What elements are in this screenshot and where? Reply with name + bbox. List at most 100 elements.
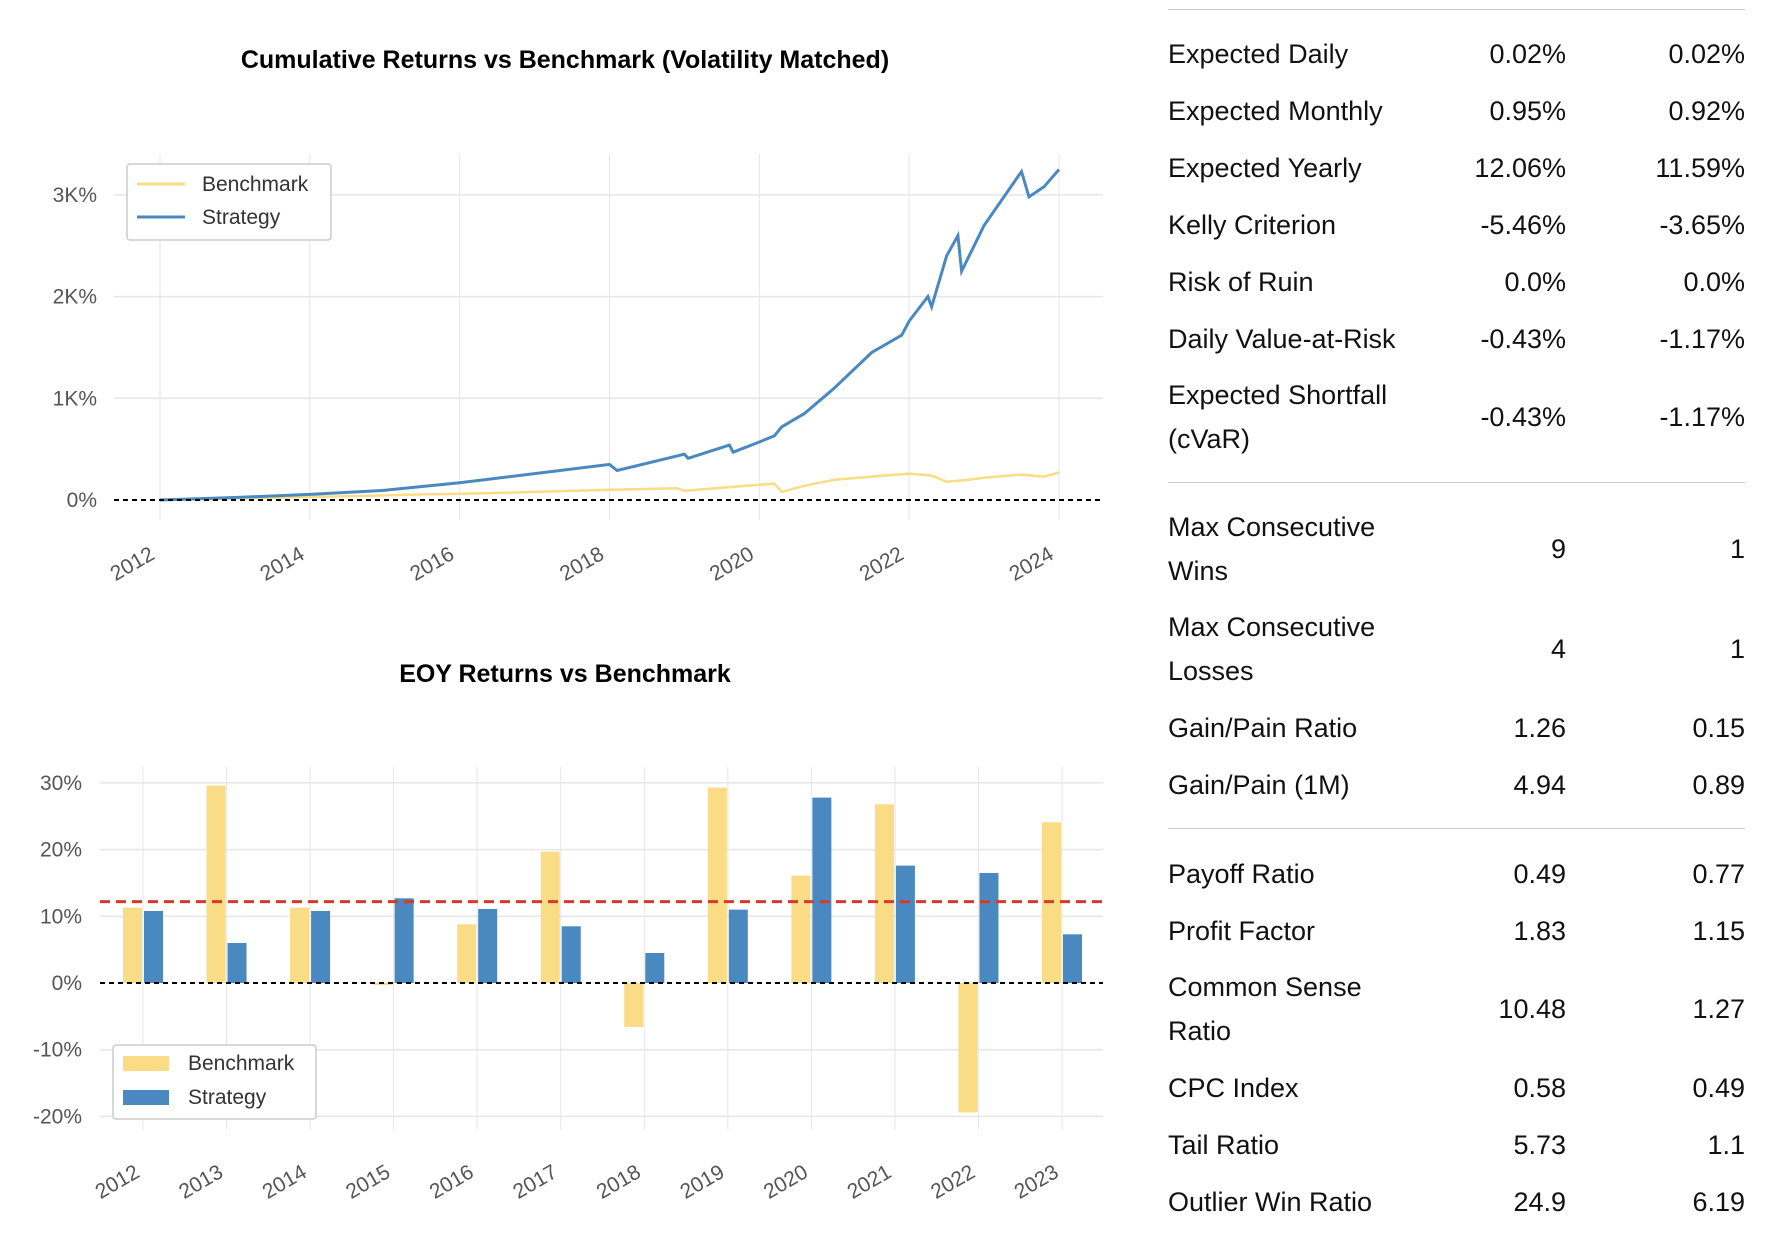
metric-label: Profit Factor [1168,915,1316,946]
bar-benchmark-2013 [206,785,226,983]
metric-row: Expected Yearly 12.06% 11.59% [1168,139,1745,196]
y-tick-label: 20% [40,839,82,862]
metric-value-benchmark: 0.92% [1668,95,1745,126]
metric-row: Tail Ratio 5.73 1.1 [1168,1116,1745,1173]
metric-row: Common Sense Ratio 10.48 1.27 [1168,959,1745,1059]
legend-label: Strategy [188,1086,267,1109]
metric-value-strategy: 12.06% [1474,152,1566,183]
metric-label: Kelly Criterion [1168,209,1337,240]
metric-value-benchmark: 1.27 [1692,994,1745,1024]
metric-value-benchmark: 0.02% [1668,38,1745,69]
metric-value-strategy: 1.26 [1513,712,1566,743]
metric-label: Expected Monthly [1168,95,1383,126]
metric-row: Daily Value-at-Risk -0.43% -1.17% [1168,310,1745,367]
x-tick-label: 2020 [760,1160,812,1203]
metric-value-benchmark: 0.89 [1692,769,1745,800]
bar-benchmark-2022 [958,983,978,1113]
metric-value-benchmark: 11.59% [1655,152,1745,183]
metrics-section: Max Consecutive Wins 9 1 Max Consecutive Lo… [1168,483,1745,828]
x-tick-label: 2021 [843,1160,895,1203]
metric-row: Expected Daily 0.02% 0.02% [1168,25,1745,82]
metric-row: Expected Monthly 0.95% 0.92% [1168,82,1745,139]
metric-label: Expected Yearly [1168,152,1362,183]
bar-strategy-2023 [1063,934,1082,983]
bar-strategy-2016 [478,908,498,983]
bar-benchmark-2015 [373,983,393,986]
series-line-strategy [159,168,1061,502]
bar-strategy-2014 [311,910,331,983]
y-tick-label: 0% [67,489,97,512]
metric-row: Kelly Criterion -5.46% -3.65% [1168,196,1745,253]
metrics-section: Expected Daily 0.02% 0.02% Expected Monthly… [1168,10,1745,482]
metric-value-benchmark: 0.77 [1692,858,1745,889]
legend-swatch-benchmark [123,1056,169,1071]
metric-value-strategy: 5.73 [1513,1129,1566,1160]
divider [1168,482,1745,483]
bar-benchmark-2017 [540,851,560,983]
bar-benchmark-2012 [123,907,142,983]
metric-value-strategy: -0.43% [1480,402,1566,432]
metric-row: Risk of Ruin 0.0% 0.0% [1168,253,1745,310]
bar-benchmark-2016 [457,924,477,983]
metric-value-strategy: 0.58 [1513,1072,1566,1103]
metric-value-strategy: 0.49 [1513,858,1566,889]
metric-value-strategy: 0.0% [1504,266,1566,297]
legend-swatch-strategy [123,1090,169,1105]
bar-strategy-2013 [227,942,247,983]
metric-label: Common Sense Ratio [1168,972,1362,1046]
metric-value-benchmark: 6.19 [1692,1186,1745,1217]
x-tick-label: 2018 [593,1160,645,1203]
x-tick-label: 2014 [259,1160,311,1203]
bar-strategy-2019 [728,909,748,983]
metric-label: Max Consecutive Losses [1168,612,1376,686]
chart-title: Cumulative Returns vs Benchmark (Volatil… [241,46,889,74]
metric-value-benchmark: 1 [1729,634,1745,664]
metric-row: Max Consecutive Losses 4 1 [1168,599,1745,699]
cumulative-returns-chart: Cumulative Returns vs Benchmark (Volatil… [53,46,1103,586]
metric-value-strategy: -5.46% [1480,209,1566,240]
metric-value-strategy: 4 [1550,634,1566,664]
metric-label: Daily Value-at-Risk [1168,323,1396,354]
metric-value-strategy: 4.94 [1513,769,1566,800]
y-tick-label: 3K% [53,184,97,207]
chart-title: EOY Returns vs Benchmark [399,660,731,688]
divider [1168,828,1745,829]
legend-label: Benchmark [188,1052,295,1075]
x-tick-label: 2017 [509,1160,561,1203]
metric-value-strategy: 24.9 [1513,1186,1566,1217]
metric-label: Expected Shortfall (cVaR) [1168,380,1388,454]
metric-value-strategy: 0.02% [1489,38,1566,69]
metric-value-benchmark: 0.49 [1692,1072,1745,1103]
bar-benchmark-2018 [624,983,644,1028]
metric-label: Risk of Ruin [1168,266,1314,297]
x-tick-label: 2023 [1011,1160,1063,1203]
metric-label: Expected Daily [1168,38,1349,69]
x-tick-label: 2019 [676,1160,728,1203]
metric-value-benchmark: 1 [1729,534,1745,564]
metric-row: Gain/Pain (1M) 4.94 0.89 [1168,756,1745,813]
y-tick-label: -20% [33,1105,82,1128]
metric-value-benchmark: -3.65% [1659,209,1745,240]
metrics-section: Payoff Ratio 0.49 0.77 Profit Factor 1.83 1.1… [1168,829,1745,1245]
metric-value-strategy: -0.43% [1480,323,1566,354]
metric-label: Tail Ratio [1168,1129,1280,1160]
metric-row: Payoff Ratio 0.49 0.77 [1168,845,1745,902]
y-tick-label: 0% [52,972,82,995]
metric-value-benchmark: -1.17% [1659,323,1745,354]
y-tick-label: -10% [33,1039,82,1062]
metric-value-benchmark: 1.1 [1707,1129,1745,1160]
metric-value-benchmark: 1.15 [1692,915,1745,946]
metric-label: Outlier Win Ratio [1168,1186,1373,1217]
y-tick-label: 1K% [53,387,97,410]
bar-strategy-2021 [895,865,915,983]
metric-label: Gain/Pain (1M) [1168,769,1350,800]
legend: Benchmark Strategy [112,1044,317,1120]
x-tick-label: 2013 [175,1160,227,1203]
metrics-table: Expected Daily 0.02% 0.02% Expected Monthly… [1168,0,1745,1245]
bar-benchmark-2019 [707,787,727,983]
metric-value-benchmark: 0.15 [1692,712,1745,743]
metric-row: CPC Index 0.58 0.49 [1168,1059,1745,1116]
bar-benchmark-2020 [791,875,811,983]
legend: Benchmark Strategy [126,163,332,241]
y-tick-label: 2K% [53,286,97,309]
